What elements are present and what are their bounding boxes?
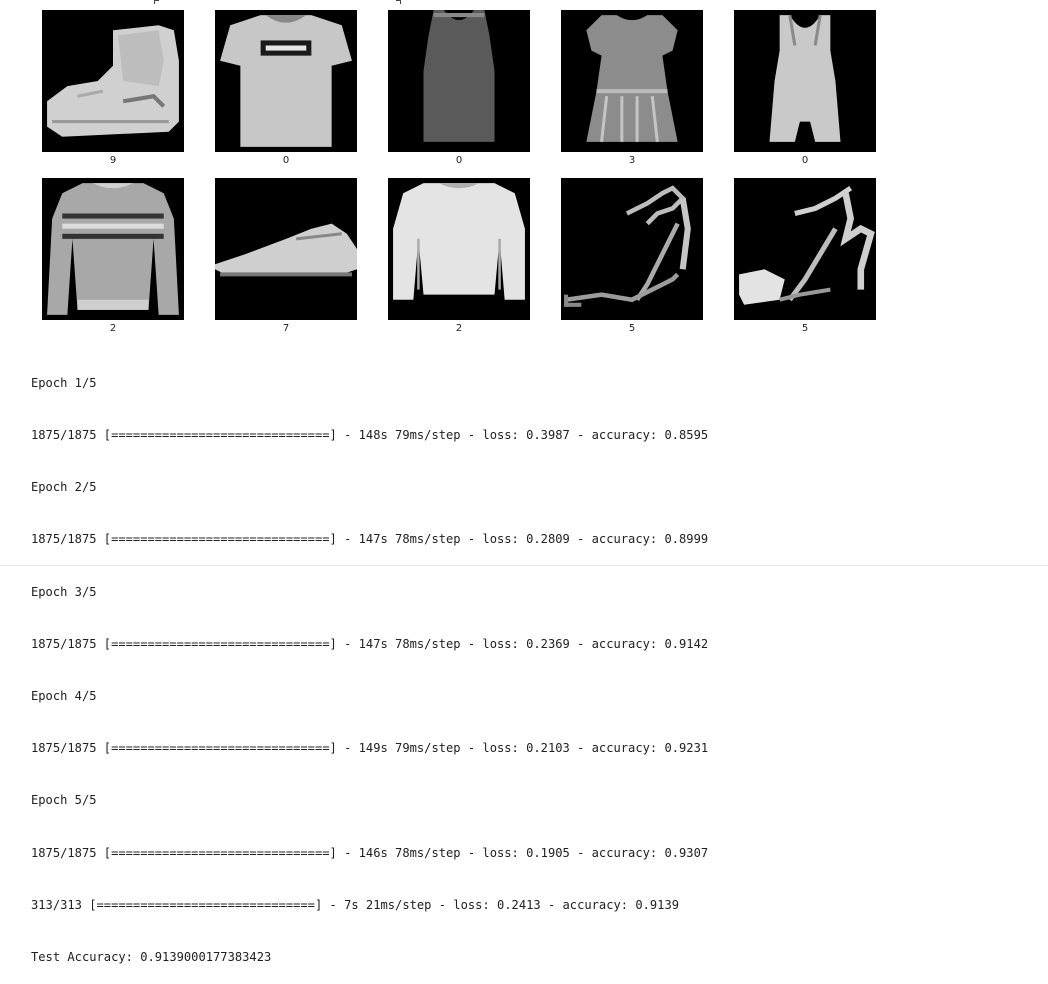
- image-cell: 0: [215, 10, 357, 167]
- sandal-image: [734, 178, 876, 320]
- sandal-image: [561, 178, 703, 320]
- image-cell: 5: [561, 178, 703, 335]
- image-cell: 5: [734, 178, 876, 335]
- pullover-image: [42, 178, 184, 320]
- sneaker-image: [215, 178, 357, 320]
- epoch-line: Epoch 5/5: [31, 793, 97, 808]
- cropped-bracket-right: [396, 0, 401, 4]
- progress-line: 1875/1875 [=============================…: [31, 636, 709, 651]
- dress-image: [561, 10, 703, 152]
- training-log: Epoch 1/5 1875/1875 [===================…: [31, 340, 708, 984]
- image-label: 0: [801, 155, 809, 166]
- pullover-image: [388, 178, 530, 320]
- image-cell: 3: [561, 10, 703, 167]
- image-cell: 0: [734, 10, 876, 167]
- image-label: 2: [455, 323, 463, 334]
- image-cell: 0: [388, 10, 530, 167]
- epoch-line: Epoch 2/5: [31, 480, 97, 495]
- evaluation-line: 313/313 [==============================]…: [31, 897, 680, 912]
- epoch-line: Epoch 3/5: [31, 584, 97, 599]
- progress-line: 1875/1875 [=============================…: [31, 845, 709, 860]
- image-grid: 9 0 0 3: [0, 0, 1048, 340]
- image-label: 0: [455, 155, 463, 166]
- image-cell: 2: [42, 178, 184, 335]
- image-cell: 7: [215, 178, 357, 335]
- image-label: 0: [282, 155, 290, 166]
- image-label: 7: [282, 323, 290, 334]
- tank-top-image: [734, 10, 876, 152]
- cropped-bracket-left: [154, 0, 159, 4]
- ankle-boot-image: [42, 10, 184, 152]
- tank-top-image: [388, 10, 530, 152]
- output-divider: [0, 565, 1048, 566]
- image-label: 3: [628, 155, 636, 166]
- test-accuracy-line: Test Accuracy: 0.9139000177383423: [31, 950, 272, 965]
- image-label: 9: [109, 155, 117, 166]
- image-label: 5: [801, 323, 809, 334]
- epoch-line: Epoch 4/5: [31, 689, 97, 704]
- image-cell: 2: [388, 178, 530, 335]
- progress-line: 1875/1875 [=============================…: [31, 741, 709, 756]
- image-cell: 9: [42, 10, 184, 167]
- image-label: 5: [628, 323, 636, 334]
- progress-line: 1875/1875 [=============================…: [31, 428, 709, 443]
- tshirt-image: [215, 10, 357, 152]
- progress-line: 1875/1875 [=============================…: [31, 532, 709, 547]
- epoch-line: Epoch 1/5: [31, 375, 97, 390]
- image-label: 2: [109, 323, 117, 334]
